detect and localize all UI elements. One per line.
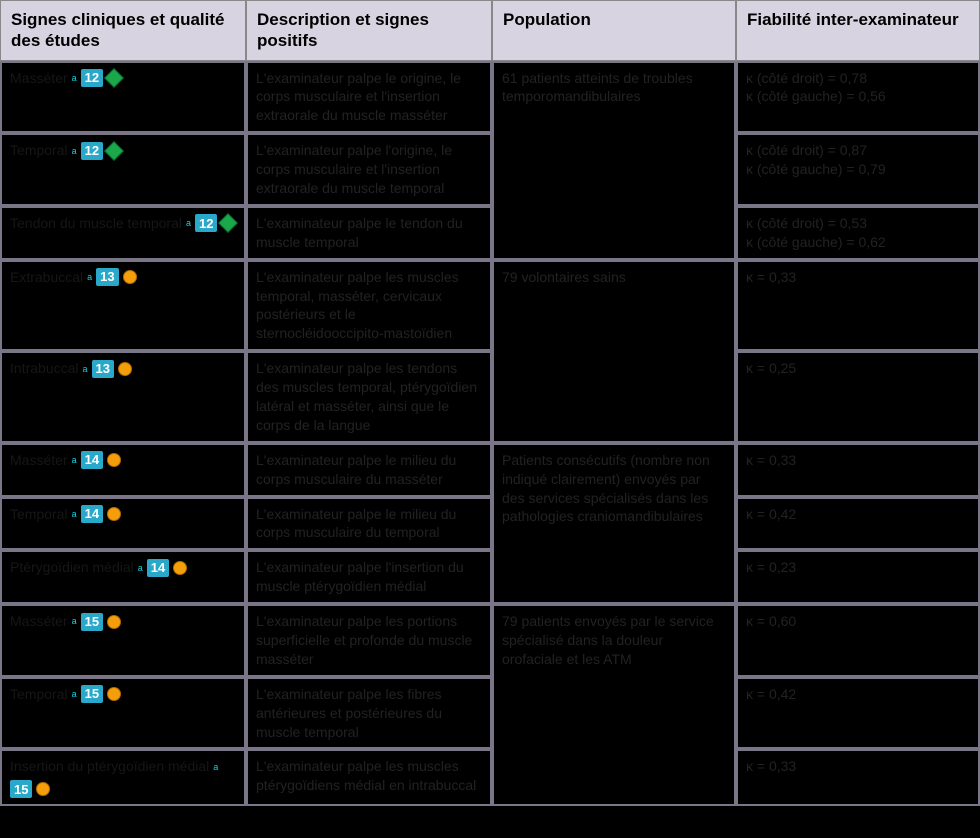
muscle-name: Ptérygoïdien médial — [10, 558, 134, 577]
quality-diamond-icon — [104, 141, 124, 161]
header-desc: Description et signes positifs — [246, 0, 492, 61]
reference-badge: 12 — [81, 69, 103, 87]
description-cell: L'examinateur palpe l'insertion du muscl… — [246, 550, 492, 604]
reliability-cell: κ = 0,60 — [736, 604, 980, 677]
reference-badge: 12 — [81, 142, 103, 160]
header-signs: Signes cliniques et qualité des études — [0, 0, 246, 61]
muscle-name: Masséter — [10, 451, 68, 470]
reliability-cell: κ = 0,42 — [736, 677, 980, 750]
footnote-marker: a — [82, 363, 87, 375]
quality-circle-icon — [173, 561, 187, 575]
sign-cell: Intrabuccal a 13 — [0, 351, 246, 443]
reference-badge: 15 — [81, 685, 103, 703]
description-cell: L'examinateur palpe les fibres antérieur… — [246, 677, 492, 750]
sign-cell: Tendon du muscle temporal a 12 — [0, 206, 246, 260]
quality-diamond-icon — [104, 68, 124, 88]
muscle-name: Extrabuccal — [10, 268, 83, 287]
sign-cell: Masséter a 15 — [0, 604, 246, 677]
muscle-name: Temporal — [10, 685, 68, 704]
reference-badge: 13 — [96, 268, 118, 286]
footnote-marker: a — [138, 562, 143, 574]
reference-badge: 13 — [92, 360, 114, 378]
description-cell: L'examinateur palpe le origine, le corps… — [246, 61, 492, 134]
description-cell: L'examinateur palpe le milieu du corps m… — [246, 497, 492, 551]
sign-cell: Masséter a 12 — [0, 61, 246, 134]
sign-cell: Temporal a 15 — [0, 677, 246, 750]
quality-circle-icon — [118, 362, 132, 376]
population-cell: Patients consécutifs (nombre non indiqué… — [492, 443, 736, 604]
population-cell: 61 patients atteints de troubles temporo… — [492, 61, 736, 260]
description-cell: L'examinateur palpe les muscles temporal… — [246, 260, 492, 352]
reference-badge: 14 — [81, 505, 103, 523]
muscle-name: Masséter — [10, 69, 68, 88]
reference-badge: 14 — [147, 559, 169, 577]
footnote-marker: a — [213, 761, 218, 773]
reference-badge: 15 — [10, 780, 32, 798]
description-cell: L'examinateur palpe les tendons des musc… — [246, 351, 492, 443]
footnote-marker: a — [186, 217, 191, 229]
reliability-cell: κ = 0,25 — [736, 351, 980, 443]
description-cell: L'examinateur palpe l'origine, le corps … — [246, 133, 492, 206]
reliability-cell: κ (côté droit) = 0,78 κ (côté gauche) = … — [736, 61, 980, 134]
sign-cell: Masséter a 14 — [0, 443, 246, 497]
reliability-cell: κ (côté droit) = 0,53 κ (côté gauche) = … — [736, 206, 980, 260]
header-fiab: Fiabilité inter-examinateur — [736, 0, 980, 61]
footnote-marker: a — [72, 145, 77, 157]
footnote-marker: a — [72, 508, 77, 520]
reliability-cell: κ = 0,33 — [736, 260, 980, 352]
reliability-cell: κ = 0,42 — [736, 497, 980, 551]
description-cell: L'examinateur palpe le tendon du muscle … — [246, 206, 492, 260]
quality-circle-icon — [107, 615, 121, 629]
reference-badge: 15 — [81, 613, 103, 631]
sign-cell: Insertion du ptérygoïdien médial a 15 — [0, 749, 246, 806]
quality-circle-icon — [36, 782, 50, 796]
reliability-cell: κ = 0,33 — [736, 749, 980, 806]
footnote-marker: a — [87, 271, 92, 283]
quality-circle-icon — [107, 453, 121, 467]
footnote-marker: a — [72, 688, 77, 700]
muscle-name: Temporal — [10, 141, 68, 160]
reliability-cell: κ (côté droit) = 0,87 κ (côté gauche) = … — [736, 133, 980, 206]
footnote-marker: a — [72, 72, 77, 84]
reliability-cell: κ = 0,23 — [736, 550, 980, 604]
muscle-name: Tendon du muscle temporal — [10, 214, 182, 233]
sign-cell: Temporal a 14 — [0, 497, 246, 551]
muscle-name: Masséter — [10, 612, 68, 631]
footnote-marker: a — [72, 454, 77, 466]
footnote-marker: a — [72, 615, 77, 627]
description-cell: L'examinateur palpe les portions superfi… — [246, 604, 492, 677]
header-pop: Population — [492, 0, 736, 61]
sign-cell: Temporal a 12 — [0, 133, 246, 206]
muscle-name: Temporal — [10, 505, 68, 524]
quality-diamond-icon — [219, 213, 239, 233]
sign-cell: Extrabuccal a 13 — [0, 260, 246, 352]
reference-badge: 12 — [195, 214, 217, 232]
quality-circle-icon — [123, 270, 137, 284]
sign-cell: Ptérygoïdien médial a 14 — [0, 550, 246, 604]
muscle-name: Insertion du ptérygoïdien médial — [10, 757, 209, 776]
muscle-name: Intrabuccal — [10, 359, 78, 378]
quality-circle-icon — [107, 687, 121, 701]
reference-badge: 14 — [81, 451, 103, 469]
population-cell: 79 volontaires sains — [492, 260, 736, 443]
reliability-cell: κ = 0,33 — [736, 443, 980, 497]
population-cell: 79 patients envoyés par le service spéci… — [492, 604, 736, 806]
description-cell: L'examinateur palpe le milieu du corps m… — [246, 443, 492, 497]
description-cell: L'examinateur palpe les muscles ptérygoï… — [246, 749, 492, 806]
quality-circle-icon — [107, 507, 121, 521]
